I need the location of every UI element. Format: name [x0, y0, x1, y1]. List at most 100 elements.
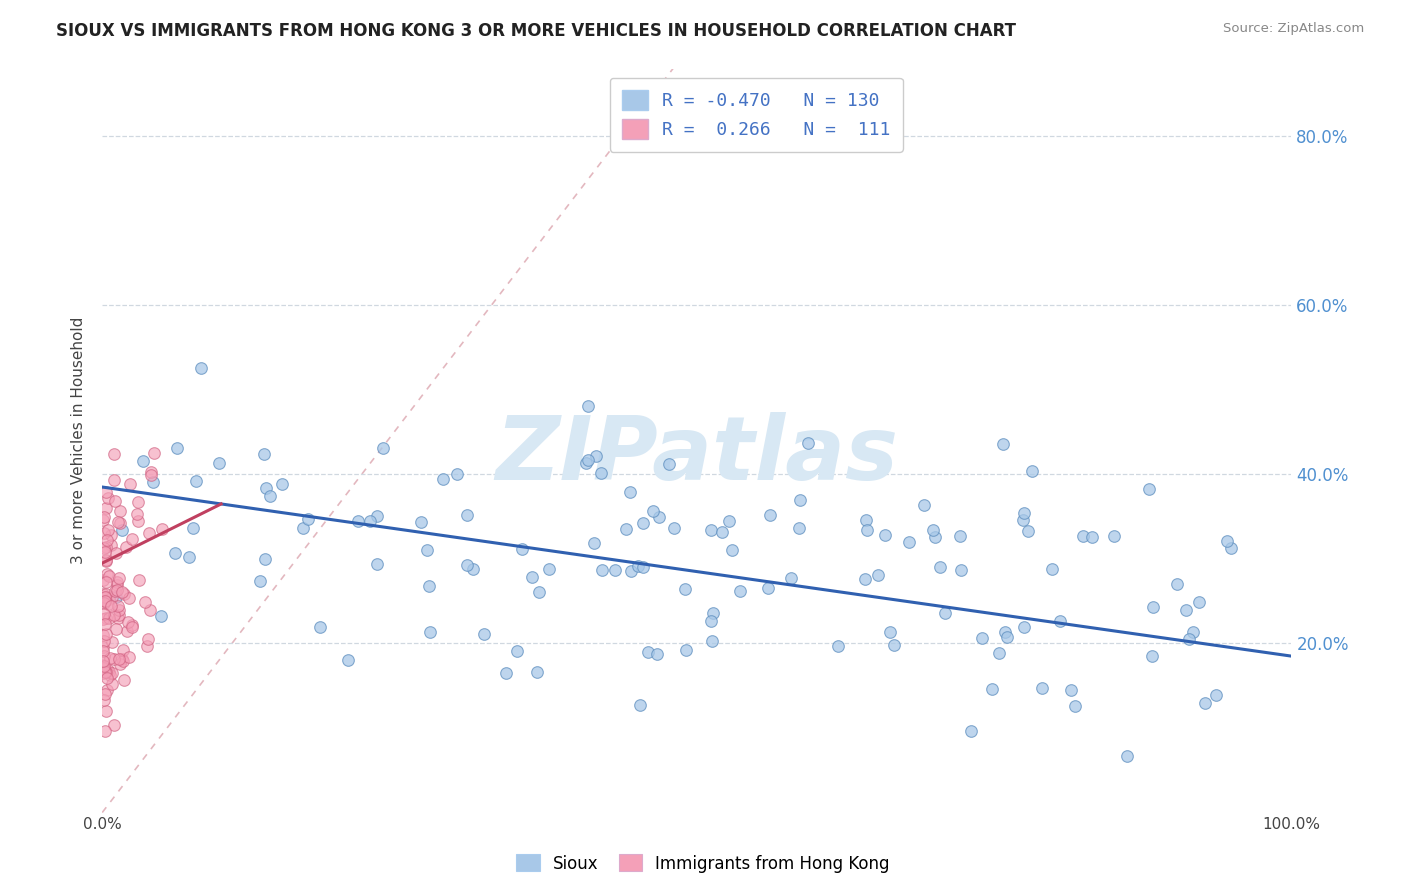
Point	[94, 724, 117, 739]
Legend: Sioux, Immigrants from Hong Kong: Sioux, Immigrants from Hong Kong	[509, 847, 897, 880]
Point	[135, 639, 157, 653]
Point	[912, 498, 935, 512]
Y-axis label: 3 or more Vehicles in Household: 3 or more Vehicles in Household	[72, 317, 86, 565]
Point	[1012, 620, 1035, 634]
Point	[950, 563, 973, 577]
Point	[104, 590, 127, 604]
Point	[717, 514, 740, 528]
Point	[1116, 749, 1139, 764]
Point	[419, 625, 441, 640]
Point	[797, 436, 820, 450]
Point	[603, 563, 626, 577]
Point	[138, 525, 160, 540]
Text: SIOUX VS IMMIGRANTS FROM HONG KONG 3 OR MORE VEHICLES IN HOUSEHOLD CORRELATION C: SIOUX VS IMMIGRANTS FROM HONG KONG 3 OR …	[56, 22, 1017, 40]
Point	[190, 360, 212, 375]
Point	[103, 473, 125, 487]
Point	[446, 467, 468, 481]
Point	[101, 677, 124, 691]
Point	[1216, 533, 1239, 548]
Point	[643, 504, 665, 518]
Point	[631, 516, 654, 531]
Point	[93, 525, 115, 540]
Point	[526, 665, 548, 680]
Point	[127, 507, 149, 521]
Point	[97, 491, 120, 506]
Point	[97, 663, 120, 677]
Point	[474, 627, 496, 641]
Point	[94, 593, 117, 607]
Point	[1219, 541, 1241, 555]
Point	[93, 510, 115, 524]
Point	[139, 465, 162, 479]
Point	[897, 535, 920, 549]
Point	[637, 645, 659, 659]
Point	[121, 532, 143, 546]
Point	[93, 661, 115, 675]
Point	[93, 634, 115, 648]
Point	[993, 625, 1015, 640]
Point	[1021, 464, 1043, 478]
Point	[127, 495, 149, 509]
Point	[93, 591, 115, 605]
Point	[93, 648, 115, 663]
Point	[711, 525, 734, 540]
Point	[827, 639, 849, 653]
Point	[108, 504, 131, 518]
Point	[789, 493, 811, 508]
Point	[620, 565, 643, 579]
Point	[186, 475, 208, 489]
Point	[103, 608, 125, 623]
Point	[179, 550, 201, 565]
Point	[96, 540, 118, 554]
Point	[107, 575, 129, 590]
Point	[127, 514, 149, 528]
Text: Source: ZipAtlas.com: Source: ZipAtlas.com	[1223, 22, 1364, 36]
Point	[98, 667, 121, 681]
Point	[96, 554, 118, 568]
Point	[100, 599, 122, 613]
Point	[929, 560, 952, 574]
Point	[576, 453, 599, 467]
Point	[991, 437, 1014, 451]
Point	[139, 468, 162, 483]
Point	[166, 442, 188, 456]
Point	[253, 447, 276, 461]
Point	[100, 650, 122, 665]
Point	[1205, 688, 1227, 702]
Point	[93, 596, 115, 610]
Point	[675, 642, 697, 657]
Point	[104, 584, 127, 599]
Point	[510, 542, 533, 557]
Point	[93, 654, 115, 668]
Point	[105, 622, 128, 636]
Point	[1017, 524, 1039, 538]
Point	[297, 512, 319, 526]
Point	[721, 543, 744, 558]
Point	[163, 546, 186, 560]
Point	[614, 522, 637, 536]
Point	[699, 614, 721, 628]
Point	[96, 533, 118, 547]
Point	[1182, 624, 1205, 639]
Point	[96, 566, 118, 581]
Point	[94, 665, 117, 679]
Point	[128, 573, 150, 587]
Point	[883, 638, 905, 652]
Point	[100, 538, 122, 552]
Point	[117, 615, 139, 629]
Point	[93, 574, 115, 588]
Point	[520, 570, 543, 584]
Point	[115, 541, 138, 555]
Point	[409, 515, 432, 529]
Point	[103, 652, 125, 666]
Point	[495, 665, 517, 680]
Point	[96, 590, 118, 604]
Point	[576, 399, 599, 413]
Point	[108, 652, 131, 666]
Point	[673, 582, 696, 597]
Point	[366, 557, 388, 571]
Point	[112, 654, 135, 668]
Point	[104, 546, 127, 560]
Point	[506, 643, 529, 657]
Point	[94, 665, 117, 679]
